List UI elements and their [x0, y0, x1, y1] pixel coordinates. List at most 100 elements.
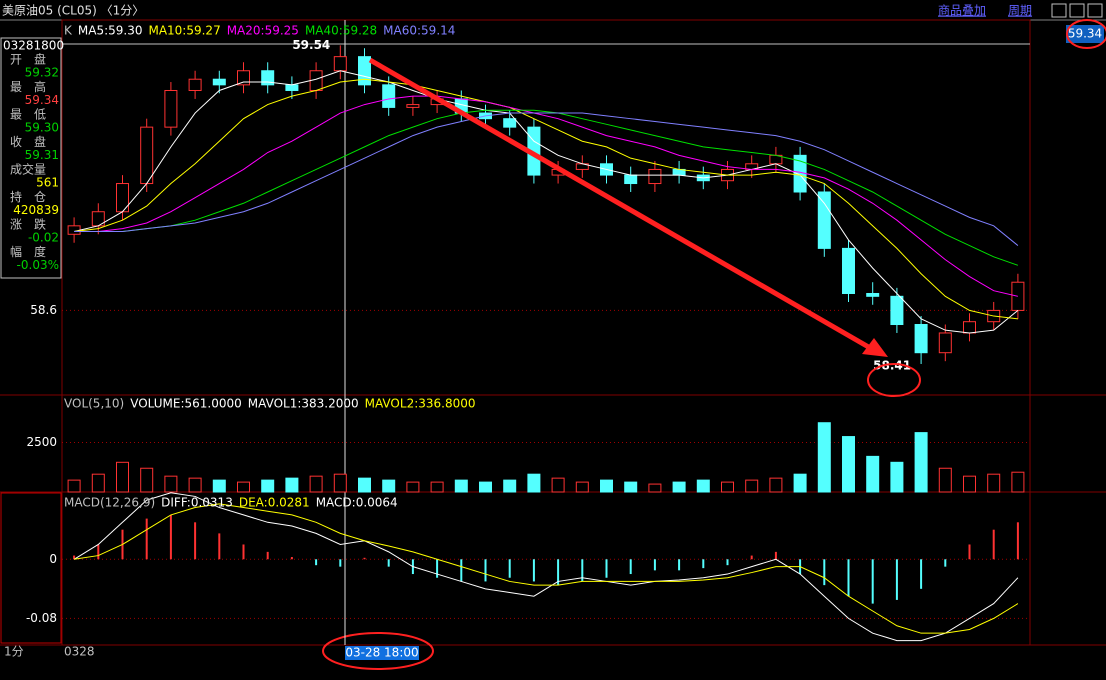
- info-value: 561: [36, 176, 59, 190]
- volume-bar: [237, 481, 250, 493]
- volume-bar: [67, 479, 81, 493]
- volume-bar: [987, 473, 1001, 493]
- volume-bar: [890, 461, 904, 493]
- highlight-circle: [867, 363, 921, 397]
- button[interactable]: [1087, 3, 1103, 18]
- arrow-head: [862, 338, 888, 357]
- volume-bar: [672, 481, 686, 493]
- volume-bar: [91, 473, 105, 493]
- indicator-line: [73, 70, 1019, 334]
- volume-bar: [285, 477, 299, 493]
- overlay-link[interactable]: 商品叠加: [938, 3, 986, 18]
- legend-entry: MA40:59.28: [305, 24, 377, 38]
- candle-body: [866, 292, 880, 297]
- info-label: 涨 跌: [10, 217, 46, 232]
- candle-body: [914, 324, 928, 354]
- price-annotation: 58.41: [873, 358, 911, 372]
- volume-bar: [721, 481, 734, 493]
- volume-bar: [842, 436, 855, 493]
- y-tick-label: 0: [49, 552, 57, 566]
- info-value: 59.32: [25, 66, 59, 80]
- volume-bar: [1011, 471, 1025, 493]
- volume-bar: [769, 477, 783, 493]
- candle-body: [382, 84, 396, 108]
- price-box: [1066, 25, 1104, 43]
- candle-body: [164, 89, 178, 128]
- period-label: 1分: [4, 645, 24, 659]
- candle-body: [890, 295, 904, 326]
- volume-bar: [261, 479, 275, 493]
- volume-bar: [914, 432, 928, 493]
- button[interactable]: [1069, 3, 1085, 18]
- info-label: 成交量: [10, 162, 46, 177]
- candle-body: [140, 126, 154, 185]
- cursor-time: 03-28 18:00: [345, 646, 418, 660]
- indicator-line: [74, 78, 1018, 320]
- volume-bar: [503, 479, 517, 493]
- indicator-line: [73, 492, 1019, 642]
- cursor-time-box: [345, 646, 419, 660]
- button[interactable]: [1051, 3, 1067, 18]
- info-value: 420839: [13, 203, 59, 217]
- volume-bar: [382, 479, 396, 493]
- candle-body: [624, 174, 638, 185]
- volume-bar: [745, 479, 759, 493]
- info-time: 03281800: [3, 39, 64, 53]
- candle-body: [237, 70, 250, 86]
- volume-bar: [866, 455, 880, 493]
- price-box-text: 59.34: [1068, 27, 1102, 41]
- volume-bar: [817, 422, 831, 493]
- volume-bar: [358, 477, 371, 493]
- info-label: 幅 度: [10, 244, 46, 259]
- period-link[interactable]: 周期: [1008, 4, 1032, 18]
- volume-bar: [333, 473, 347, 493]
- candle-body: [963, 321, 976, 334]
- legend-entry: DEA:0.0281: [239, 496, 310, 510]
- info-label: 最 高: [10, 79, 46, 94]
- candle-body: [817, 191, 831, 249]
- date-start: 0328: [64, 645, 95, 659]
- side-box: [0, 492, 62, 644]
- info-value: 59.34: [25, 93, 59, 107]
- legend-entry: VOL(5,10): [64, 397, 124, 411]
- info-label: 持 仓: [10, 189, 46, 204]
- candle-body: [503, 118, 517, 128]
- candle-body: [938, 332, 952, 354]
- volume-bar: [963, 475, 976, 493]
- volume-bar: [793, 473, 807, 493]
- volume-bar: [309, 475, 323, 493]
- legend-entry: MA10:59.27: [148, 24, 220, 38]
- candle-body: [188, 78, 202, 91]
- highlight-circle: [1066, 19, 1106, 49]
- volume-bar: [116, 461, 129, 493]
- y-tick-label: -0.08: [26, 611, 57, 625]
- volume-bar: [454, 479, 468, 493]
- info-value: 59.30: [25, 121, 59, 135]
- volume-bar: [140, 467, 154, 493]
- price-annotation: 59.54: [292, 38, 330, 52]
- trend-arrow: [368, 57, 874, 352]
- indicator-line: [74, 112, 1019, 246]
- candle-body: [212, 78, 226, 86]
- y-tick-label: 2500: [26, 435, 57, 449]
- volume-bar: [696, 479, 710, 493]
- legend-entry: DIFF:0.0313: [161, 496, 233, 510]
- legend-entry: MACD:0.0064: [316, 496, 398, 510]
- indicator-line: [74, 503, 1019, 634]
- volume-bar: [938, 467, 952, 493]
- volume-bar: [600, 479, 613, 493]
- volume-bar: [212, 479, 226, 493]
- volume-bar: [430, 481, 444, 493]
- info-label: 开 盘: [10, 52, 46, 67]
- volume-bar: [624, 481, 638, 493]
- legend-entry: MACD(12,26,9): [64, 496, 155, 510]
- volume-bar: [164, 475, 178, 493]
- legend-entry: K: [64, 24, 73, 38]
- volume-bar: [188, 477, 202, 493]
- y-tick-label: 58.6: [30, 303, 57, 317]
- legend-entry: MA20:59.25: [227, 24, 299, 38]
- candle-body: [285, 84, 299, 91]
- info-value: -0.02: [28, 231, 59, 245]
